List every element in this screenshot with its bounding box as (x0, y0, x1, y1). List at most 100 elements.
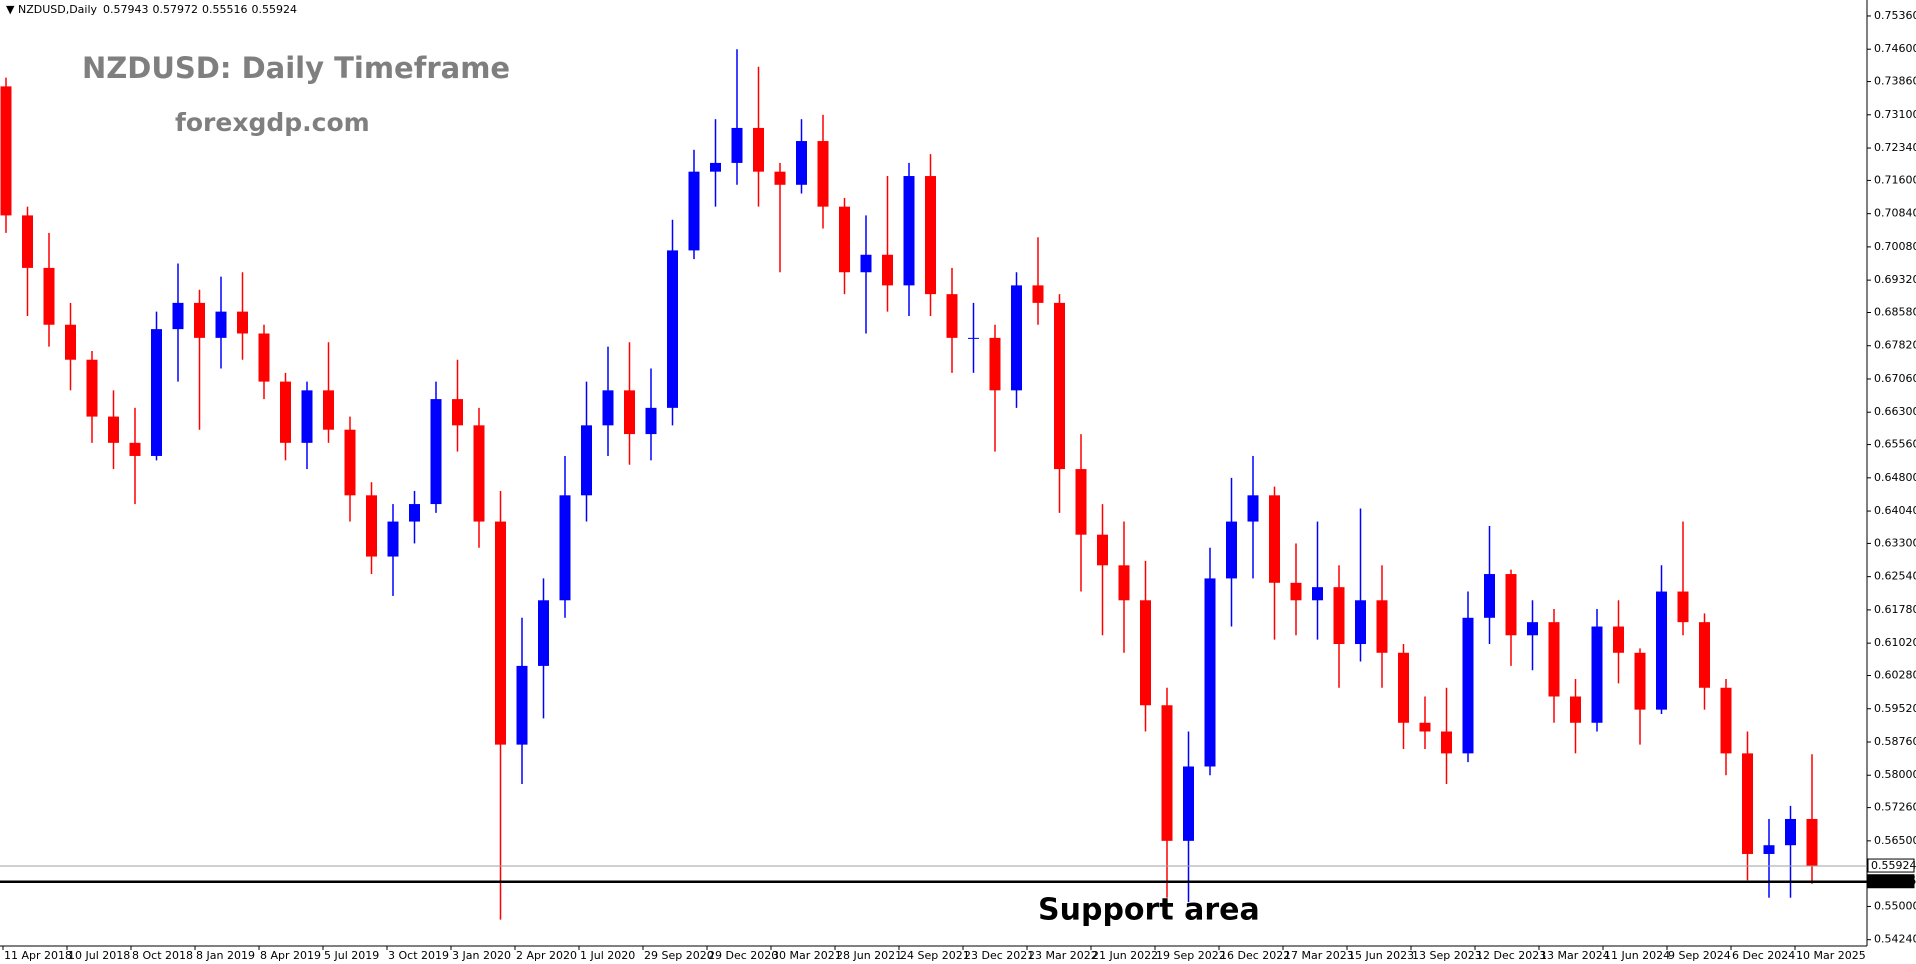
x-tick-label: 10 Mar 2025 (1796, 949, 1866, 962)
y-tick-label: 0.67820 (1874, 339, 1916, 352)
candle-body (129, 442, 141, 456)
candle-body (1785, 818, 1796, 846)
candle-body (194, 302, 205, 338)
x-tick-label: 8 Oct 2018 (132, 949, 193, 962)
candle-body (0, 86, 12, 216)
candle-body (774, 171, 786, 185)
price-level-label: 0.55565 (1871, 875, 1916, 888)
candle-body (366, 495, 377, 557)
x-tick-label: 24 Sep 2021 (900, 949, 970, 962)
symbol: NZDUSD,Daily (18, 3, 98, 16)
chart-subtitle: forexgdp.com (175, 108, 370, 137)
x-tick-label: 12 Dec 2023 (1476, 949, 1546, 962)
y-tick-label: 0.72340 (1874, 141, 1916, 154)
y-tick-label: 0.61780 (1874, 603, 1916, 616)
candle-body (495, 521, 506, 745)
candle-body (1634, 652, 1646, 710)
candle-body (452, 399, 463, 426)
candle-body (1656, 591, 1667, 710)
candle-body (301, 390, 313, 443)
candle-body (516, 665, 528, 745)
candle-body (968, 337, 979, 339)
candle-body (1269, 495, 1280, 583)
candle-body (387, 521, 399, 557)
candle-body (1118, 565, 1130, 601)
candle-body (1742, 753, 1753, 854)
candle-body (1527, 622, 1538, 636)
candle-body (409, 504, 420, 522)
x-tick-label: 2 Apr 2020 (516, 949, 577, 962)
candle-body (1763, 845, 1775, 854)
candle-body (1204, 578, 1216, 767)
y-tick-label: 0.75360 (1874, 9, 1916, 22)
candle-body (559, 495, 571, 601)
x-tick-label: 30 Mar 2021 (772, 949, 842, 962)
candle-body (602, 390, 614, 426)
candle-body (1290, 582, 1302, 601)
candle-body (731, 127, 743, 163)
candle-body (688, 171, 700, 251)
candle-body (1097, 534, 1108, 566)
candle-body (1355, 600, 1366, 645)
y-tick-label: 0.66300 (1874, 405, 1916, 418)
header-open: 0.57943 (103, 3, 149, 16)
candle-body (172, 302, 184, 330)
y-tick-label: 0.74600 (1874, 42, 1916, 55)
candle-body (344, 429, 356, 496)
y-tick-label: 0.55000 (1874, 899, 1916, 912)
candle-body (1398, 652, 1409, 723)
x-tick-label: 15 Jun 2023 (1348, 949, 1414, 962)
candle-body (1806, 818, 1818, 867)
price-level-box (1867, 858, 1915, 873)
y-tick-label: 0.54240 (1874, 933, 1916, 946)
candle-body (925, 176, 936, 295)
candle-body (237, 311, 248, 334)
candle-body (1161, 705, 1173, 841)
y-tick-label: 0.69320 (1874, 273, 1916, 286)
candle-body (22, 215, 33, 268)
x-tick-label: 11 Jun 2024 (1604, 949, 1670, 962)
candle-body (839, 206, 850, 273)
candle-body (538, 600, 549, 666)
x-tick-label: 21 Jun 2022 (1092, 949, 1158, 962)
candle-body (108, 416, 119, 443)
candle-body (1462, 617, 1474, 754)
y-tick-label: 0.60280 (1874, 669, 1916, 682)
x-tick-label: 16 Dec 2022 (1220, 949, 1290, 962)
x-tick-label: 13 Sep 2023 (1412, 949, 1482, 962)
x-tick-label: 3 Jan 2020 (452, 949, 511, 962)
chart-header: ▼ NZDUSD,Daily 0.57943 0.57972 0.55516 0.559… (6, 3, 297, 16)
y-tick-label: 0.64040 (1874, 504, 1916, 517)
y-tick-label: 0.64800 (1874, 471, 1916, 484)
candle-body (280, 381, 291, 443)
candle-body (1505, 574, 1517, 636)
candle-body (903, 176, 915, 286)
y-tick-label: 0.73860 (1874, 75, 1916, 88)
price-level-label: 0.55924 (1871, 859, 1916, 872)
y-tick-label: 0.67060 (1874, 372, 1916, 385)
header-arrow: ▼ (6, 3, 18, 16)
x-tick-label: 13 Mar 2024 (1540, 949, 1610, 962)
y-tick-label: 0.70080 (1874, 240, 1916, 253)
header-high: 0.57972 (153, 3, 199, 16)
candle-body (1591, 626, 1603, 723)
x-tick-label: 9 Sep 2024 (1668, 949, 1731, 962)
candle-body (1376, 600, 1388, 653)
candle-body (1226, 521, 1237, 579)
plot (0, 49, 1818, 920)
candle-body (796, 141, 807, 185)
x-tick-label: 17 Mar 2023 (1284, 949, 1354, 962)
x-tick-label: 28 Jun 2021 (836, 949, 902, 962)
y-tick-label: 0.71600 (1874, 173, 1916, 186)
x-tick-label: 10 Jul 2018 (68, 949, 130, 962)
candle-body (1011, 285, 1022, 391)
y-tick-label: 0.68580 (1874, 305, 1916, 318)
annotation: Support area (1038, 893, 1260, 928)
candle-body (1032, 285, 1044, 303)
x-tick-label: 23 Mar 2022 (1028, 949, 1098, 962)
candle-body (1570, 696, 1581, 723)
candle-body (817, 141, 829, 207)
candle-body (710, 162, 721, 172)
